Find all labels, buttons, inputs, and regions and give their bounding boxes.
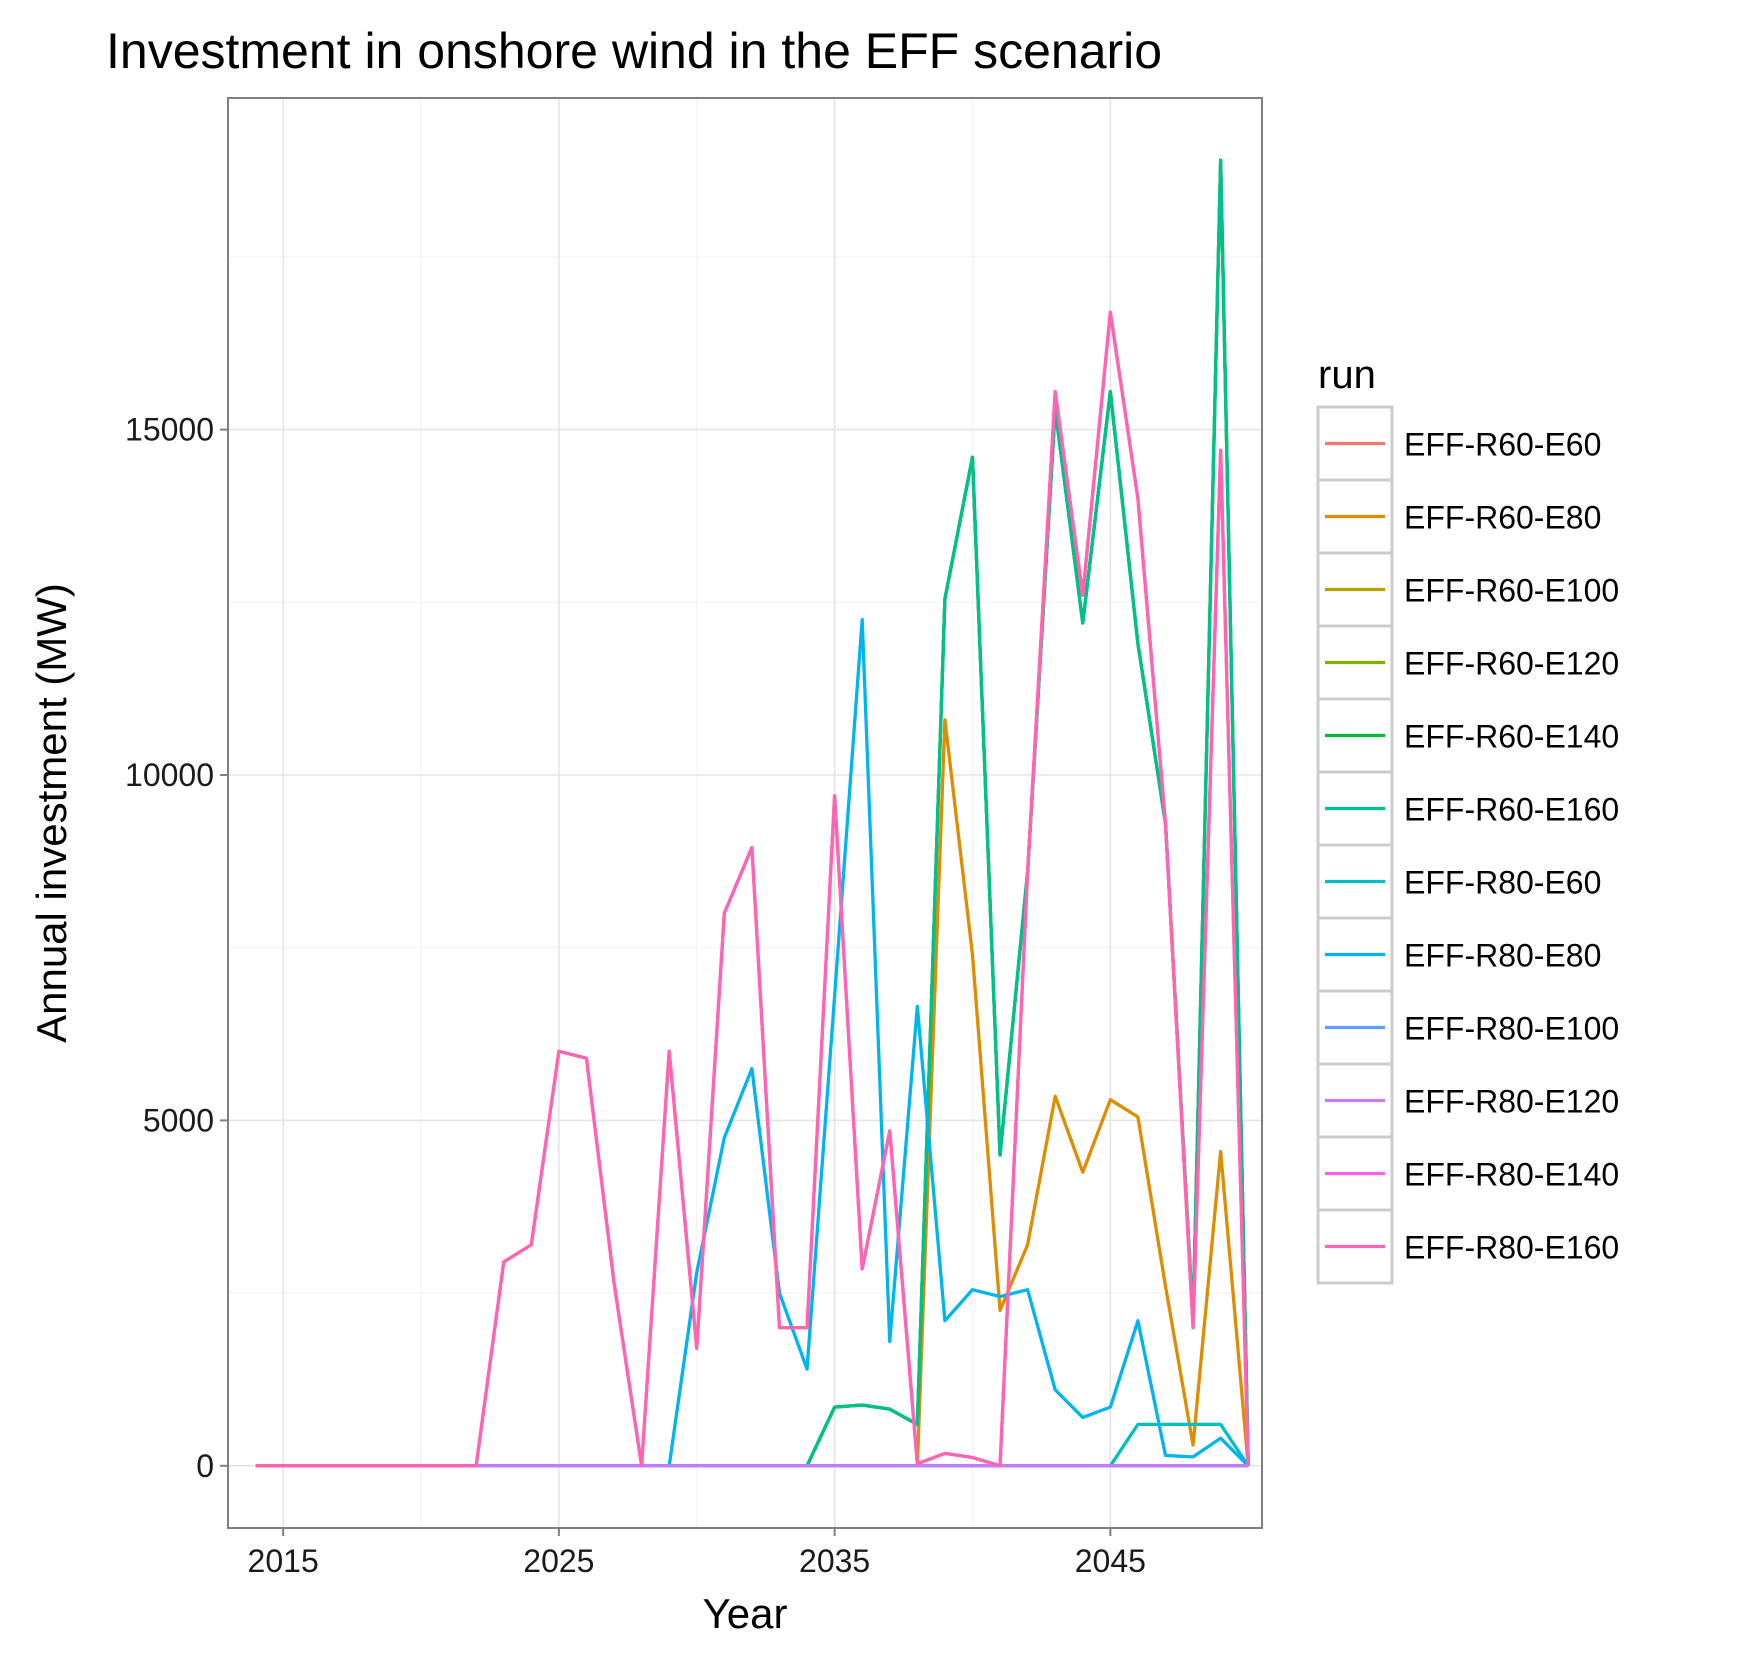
series-line-eff-r80-e60 — [255, 1422, 1250, 1468]
legend-item-eff-r60-e60: EFF-R60-E60 — [1316, 405, 1601, 482]
legend-item-eff-r80-e100: EFF-R80-E100 — [1316, 989, 1619, 1066]
legend-label: EFF-R80-E80 — [1404, 938, 1601, 974]
x-tick-label: 2025 — [523, 1543, 594, 1579]
series-layer — [255, 158, 1250, 1468]
x-tick-label: 2045 — [1075, 1543, 1146, 1579]
legend-label: EFF-R60-E140 — [1404, 719, 1619, 755]
grid-layer — [228, 98, 1262, 1528]
legend-item-eff-r80-e140: EFF-R80-E140 — [1316, 1135, 1619, 1212]
legend-label: EFF-R80-E60 — [1404, 865, 1601, 901]
legend-items: EFF-R60-E60 EFF-R60-E80 EFF-R60-E100 EFF-R6… — [1316, 405, 1619, 1285]
legend-item-eff-r60-e80: EFF-R60-E80 — [1316, 478, 1601, 555]
legend-label: EFF-R80-E100 — [1404, 1011, 1619, 1047]
series-line-eff-r60-e80 — [255, 718, 1250, 1468]
y-tick-label: 15000 — [125, 412, 214, 448]
series-line-eff-r60-e140 — [255, 158, 1250, 1468]
legend-label: EFF-R80-E120 — [1404, 1084, 1619, 1120]
legend-item-eff-r60-e140: EFF-R60-E140 — [1316, 697, 1619, 774]
legend-title: run — [1318, 353, 1376, 397]
y-tick-label: 0 — [196, 1448, 214, 1484]
legend-item-eff-r80-e60: EFF-R80-E60 — [1316, 843, 1601, 920]
chart-title: Investment in onshore wind in the EFF sc… — [106, 23, 1162, 79]
legend-label: EFF-R60-E80 — [1404, 500, 1601, 536]
axis-layer: 2015 2025 2035 2045 0 5000 10000 15000 — [125, 412, 1146, 1579]
x-tick-label: 2035 — [799, 1543, 870, 1579]
legend: run EFF-R60-E60EFF-R60-E80EFF-R60-E100EF… — [1316, 353, 1619, 1285]
legend-item-eff-r80-e120: EFF-R80-E120 — [1316, 1062, 1619, 1139]
y-tick-label: 5000 — [143, 1102, 214, 1138]
legend-label: EFF-R60-E160 — [1404, 792, 1619, 828]
legend-item-eff-r60-e100: EFF-R60-E100 — [1316, 551, 1619, 628]
y-tick-label: 10000 — [125, 757, 214, 793]
legend-label: EFF-R60-E100 — [1404, 573, 1619, 609]
series-line-eff-r80-e80 — [255, 617, 1250, 1468]
x-axis-title: Year — [703, 1590, 788, 1637]
series-line-eff-r80-e160 — [255, 310, 1250, 1468]
series-line-eff-r60-e120 — [255, 158, 1250, 1468]
legend-label: EFF-R60-E60 — [1404, 427, 1601, 463]
y-axis-title: Annual investment (MW) — [28, 583, 75, 1043]
legend-label: EFF-R80-E140 — [1404, 1157, 1619, 1193]
plot-panel-border — [227, 97, 1263, 1529]
legend-item-eff-r60-e120: EFF-R60-E120 — [1316, 624, 1619, 701]
legend-label: EFF-R60-E120 — [1404, 646, 1619, 682]
x-tick-label: 2015 — [248, 1543, 319, 1579]
legend-label: EFF-R80-E160 — [1404, 1230, 1619, 1266]
series-line-eff-r60-e160 — [255, 158, 1250, 1468]
legend-item-eff-r60-e160: EFF-R60-E160 — [1316, 770, 1619, 847]
legend-item-eff-r80-e80: EFF-R80-E80 — [1316, 916, 1601, 993]
legend-item-eff-r80-e160: EFF-R80-E160 — [1316, 1208, 1619, 1285]
